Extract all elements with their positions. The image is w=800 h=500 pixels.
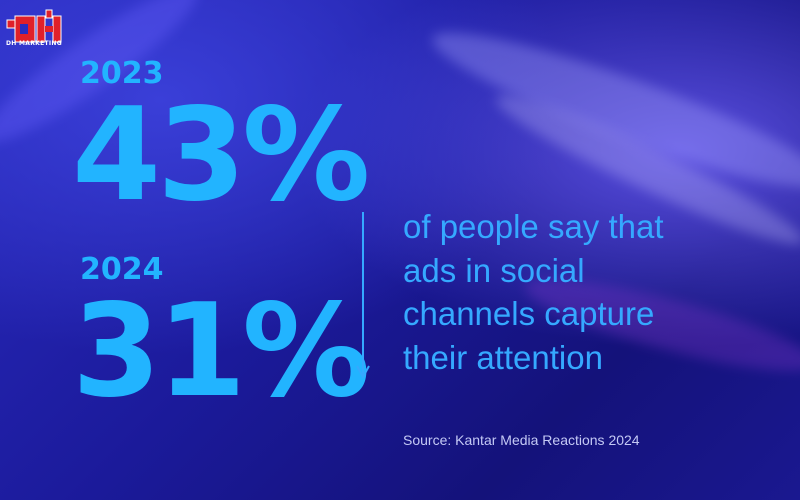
description-line: ads in social <box>403 251 585 289</box>
source-note: Source: Kantar Media Reactions 2024 <box>403 432 640 448</box>
description-line: channels capture <box>403 295 655 332</box>
year-2024: 2024 <box>80 252 164 287</box>
description: of people say that ads in social channel… <box>403 205 664 379</box>
stat-2023-value: 43% <box>72 81 370 230</box>
arrow-down-icon <box>356 212 370 380</box>
description-line: of people say that <box>403 208 664 245</box>
logo-mark-icon <box>6 9 62 43</box>
year-2023: 2023 <box>80 56 164 91</box>
light-streak <box>422 9 800 211</box>
description-line: their attention <box>403 338 603 376</box>
stat-2024-value: 31% <box>72 277 370 426</box>
logo-text: DH MARKETING <box>6 40 62 47</box>
